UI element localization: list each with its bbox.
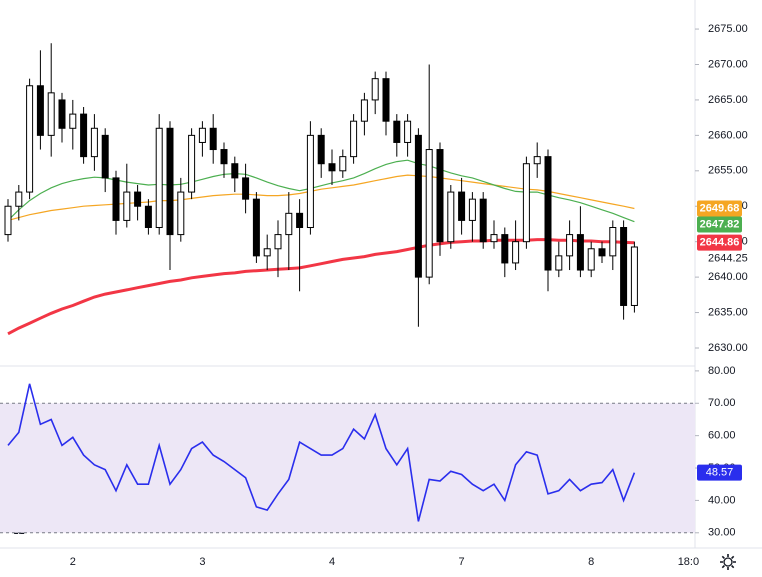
y-tick-label: 40.00 [708,494,736,506]
x-tick-label: 18:0 [678,556,699,568]
candle-body [382,78,390,122]
price-badge [697,200,742,217]
candle-body [609,227,617,257]
candle-body [90,127,98,158]
y-tick-label: 2665.00 [708,94,748,106]
candle-body [393,120,401,143]
candle-body [587,248,595,271]
candle-body [522,163,530,243]
candle-body [555,255,563,271]
candle-body [166,127,174,236]
x-tick-label: 7 [459,556,465,568]
candle-body [436,149,444,243]
candle-body [425,149,433,278]
y-tick-label: 2635.00 [708,306,748,318]
y-tick-label: 30.00 [708,527,736,539]
value-badge [697,464,742,481]
candle-body [134,191,142,207]
candle-body [533,156,541,165]
candle-body [220,149,228,165]
candle-body [414,134,422,278]
last-price-label: 2644.25 [708,253,748,265]
moving-average-line [7,238,635,336]
candle-body [263,248,271,257]
candle-body [80,113,88,158]
gear-teeth [720,554,736,570]
candle-body [155,127,163,229]
gear-center [723,557,733,567]
candle-body [15,191,23,207]
y-tick-label: 2655.00 [708,165,748,177]
candle-body [112,177,120,221]
candle-body [123,191,131,221]
candle-body [598,248,606,257]
candle-body [404,120,412,143]
candle-body [101,134,109,179]
candle-body [296,212,304,229]
candle-body [447,191,455,243]
candle-body [188,134,196,193]
x-tick-label: 3 [199,556,205,568]
candle-body [328,163,336,172]
moving-average-line [7,174,635,221]
x-tick-label: 4 [329,556,335,568]
settings-gear[interactable] [720,554,736,570]
price-badge-label: 2644.86 [700,237,740,249]
price-badge-label: 2647.82 [700,218,740,230]
candle-body [630,246,638,306]
y-tick-label: 2640.00 [708,271,748,283]
price-badge-label: 2649.68 [700,202,740,214]
y-tick-label: 2660.00 [708,129,748,141]
candle-body [512,241,520,264]
x-tick-label: 2 [70,556,76,568]
candle-body [350,120,358,158]
rsi-band [0,403,695,533]
candle-body [274,234,282,250]
candle-body [209,127,217,151]
moving-average-line [7,159,635,223]
candle-body [58,99,66,129]
candle-body [468,198,476,221]
candle-body [458,191,466,221]
y-tick-label: 70.00 [708,397,736,409]
candle-body [285,212,293,236]
candle-body [544,156,552,271]
rsi-line [7,383,636,522]
price-badge [697,234,742,251]
candle-body [198,127,206,143]
candle-body [317,134,325,165]
candle-body [4,205,12,236]
candle-body [252,198,260,257]
candle-body [566,234,574,257]
candle-body [501,234,509,264]
candle-body [69,113,77,129]
candle-body [620,227,628,306]
y-tick-label: 2675.00 [708,23,748,35]
value-badge-label: 48.57 [706,467,734,479]
y-tick-label: 60.00 [708,430,736,442]
candle-body [490,234,498,243]
candle-body [231,163,239,179]
candle-body [360,99,368,122]
candle-body [306,134,314,229]
candle-body [242,177,250,200]
y-tick-label: 80.00 [708,365,736,377]
candle-body [26,85,34,193]
candle-body [339,156,347,172]
candle-body [177,191,185,236]
candle-body [47,92,55,136]
price-badge [697,216,742,233]
candle-body [576,234,584,271]
y-tick-label: 2670.00 [708,58,748,70]
candle-body [371,78,379,101]
candle-body [479,198,487,243]
x-tick-label: 8 [588,556,594,568]
y-tick-label: 2630.00 [708,342,748,354]
candle-body [144,205,152,229]
candle-body [36,85,44,136]
